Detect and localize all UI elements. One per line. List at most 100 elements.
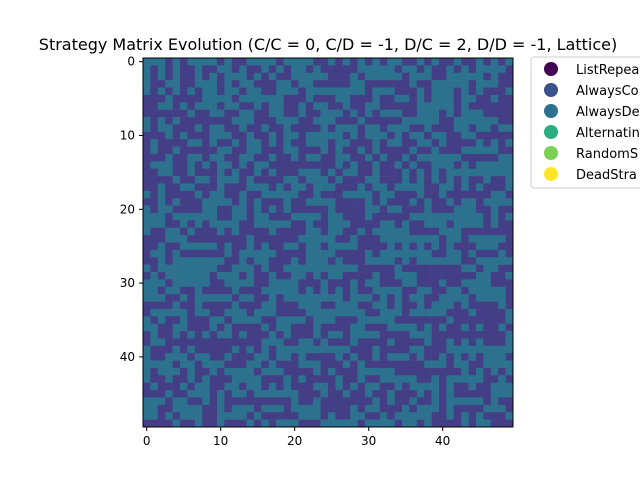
heatmap-cell: [335, 353, 344, 361]
heatmap-cell: [394, 80, 403, 88]
heatmap-cell: [157, 367, 166, 376]
heatmap-cell: [335, 338, 344, 347]
heatmap-cell: [172, 102, 181, 110]
heatmap-cell: [342, 264, 351, 273]
heatmap-cell: [402, 146, 410, 155]
heatmap-cell: [172, 124, 181, 133]
heatmap-cell: [320, 183, 329, 192]
heatmap-cell: [505, 58, 514, 66]
heatmap-cell: [305, 331, 314, 339]
heatmap-cell: [172, 161, 181, 169]
heatmap-cell: [298, 301, 307, 310]
heatmap-cell: [365, 235, 373, 243]
legend-marker: [544, 104, 558, 118]
heatmap-cell: [350, 65, 358, 74]
heatmap-cell: [276, 404, 284, 413]
heatmap-cell: [150, 390, 159, 398]
heatmap-cell: [217, 176, 225, 184]
heatmap-cell: [157, 308, 166, 317]
heatmap-cell: [387, 102, 395, 110]
heatmap-cell: [476, 301, 484, 310]
heatmap-cell: [387, 161, 395, 169]
heatmap-cell: [150, 404, 159, 413]
heatmap-cell: [394, 279, 403, 288]
heatmap-cell: [239, 220, 247, 229]
heatmap-cell: [305, 139, 314, 147]
heatmap-cell: [328, 331, 336, 339]
heatmap-cell: [365, 117, 373, 125]
heatmap-cell: [468, 58, 477, 66]
heatmap-cell: [387, 419, 395, 428]
heatmap-cell: [328, 146, 336, 155]
heatmap-cell: [143, 338, 151, 347]
heatmap-cell: [187, 331, 196, 339]
heatmap-cell: [231, 360, 240, 369]
heatmap-cell: [402, 272, 410, 280]
heatmap-cell: [394, 397, 403, 406]
heatmap-cell: [239, 65, 247, 74]
heatmap-cell: [291, 65, 299, 74]
heatmap-cell: [387, 242, 395, 251]
heatmap-cell: [246, 397, 255, 406]
heatmap-cell: [498, 367, 506, 376]
heatmap-cell: [268, 235, 277, 243]
heatmap-cell: [394, 205, 403, 214]
heatmap-cell: [490, 375, 499, 384]
heatmap-cell: [468, 279, 477, 288]
heatmap-cell: [283, 139, 292, 147]
heatmap-cell: [239, 316, 247, 324]
heatmap-cell: [416, 183, 425, 192]
heatmap-cell: [157, 198, 166, 206]
heatmap-cell: [268, 294, 277, 302]
heatmap-cell: [372, 183, 381, 192]
heatmap-cell: [365, 131, 373, 140]
heatmap-cell: [350, 102, 358, 110]
heatmap-cell: [224, 198, 233, 206]
heatmap-cell: [461, 308, 469, 317]
heatmap-cell: [298, 72, 307, 81]
heatmap-cell: [239, 367, 247, 376]
heatmap-cell: [328, 205, 336, 214]
heatmap-cell: [209, 205, 218, 214]
heatmap-cell: [350, 146, 358, 155]
heatmap-cell: [283, 272, 292, 280]
heatmap-cell: [409, 220, 418, 229]
heatmap-cell: [394, 161, 403, 169]
heatmap-cell: [305, 390, 314, 398]
heatmap-cell: [365, 272, 373, 280]
heatmap-cell: [505, 227, 514, 236]
heatmap-cell: [313, 390, 321, 398]
heatmap-cell: [424, 94, 432, 103]
heatmap-cell: [365, 87, 373, 96]
heatmap-cell: [231, 183, 240, 192]
heatmap-cell: [468, 161, 477, 169]
heatmap-cell: [187, 102, 196, 110]
heatmap-cell: [187, 153, 196, 162]
heatmap-cell: [143, 301, 151, 310]
heatmap-cell: [365, 249, 373, 258]
heatmap-cell: [439, 331, 447, 339]
heatmap-cell: [372, 168, 381, 177]
heatmap-cell: [239, 102, 247, 110]
heatmap-cell: [254, 58, 262, 66]
heatmap-cell: [357, 272, 366, 280]
heatmap-cell: [357, 109, 366, 118]
heatmap-cell: [305, 404, 314, 413]
heatmap-cell: [313, 279, 321, 288]
heatmap-cell: [187, 404, 196, 413]
heatmap-cell: [143, 242, 151, 251]
heatmap-cell: [291, 419, 299, 428]
heatmap-cell: [180, 190, 188, 199]
heatmap-cell: [328, 249, 336, 258]
heatmap-cell: [402, 308, 410, 317]
heatmap-cell: [342, 257, 351, 265]
heatmap-cell: [342, 286, 351, 295]
heatmap-cell: [231, 316, 240, 324]
heatmap-cell: [283, 117, 292, 125]
heatmap-cell: [217, 80, 225, 88]
heatmap-cell: [291, 264, 299, 273]
heatmap-cell: [335, 316, 344, 324]
heatmap-cell: [224, 139, 233, 147]
heatmap-cell: [194, 397, 203, 406]
heatmap-cell: [276, 168, 284, 177]
